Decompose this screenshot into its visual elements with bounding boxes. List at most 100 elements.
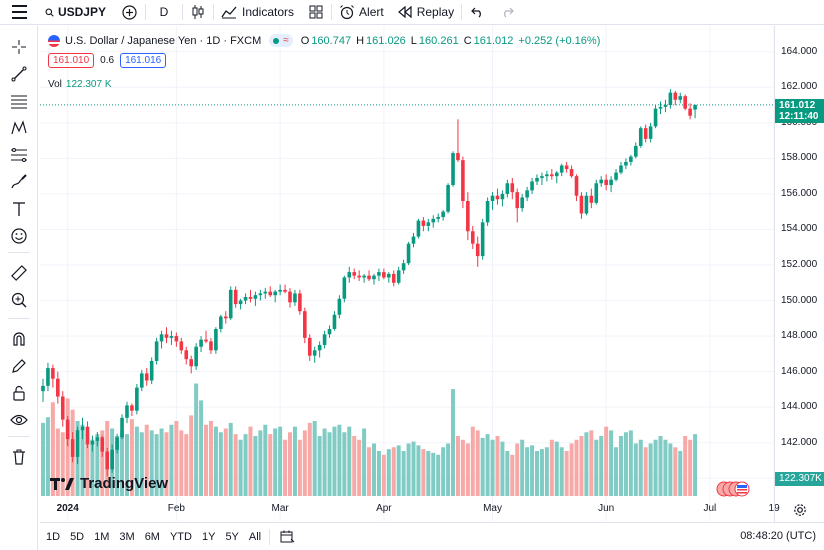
tradingview-logo-icon	[50, 477, 74, 490]
range-button-all[interactable]: All	[248, 530, 262, 543]
pattern-tool[interactable]	[8, 117, 30, 139]
candle	[223, 311, 228, 324]
volume-bar	[633, 443, 638, 496]
candlestick-chart[interactable]	[40, 26, 774, 521]
date-range-button[interactable]	[276, 530, 299, 544]
candle	[219, 314, 223, 333]
menu-button[interactable]	[0, 0, 38, 25]
volume-bar	[539, 449, 544, 496]
range-button-6m[interactable]: 6M	[144, 530, 160, 543]
candle	[327, 325, 332, 338]
volume-bar	[510, 454, 515, 496]
candle	[545, 170, 549, 182]
volume-bar	[569, 443, 574, 496]
trend-line-tool[interactable]	[8, 63, 30, 85]
events-flags-icon[interactable]	[716, 481, 750, 497]
volume-key: Vol	[48, 79, 62, 90]
candle	[357, 270, 361, 281]
candle	[312, 346, 317, 363]
range-button-5d[interactable]: 5D	[70, 530, 85, 543]
volume-legend: Vol 122.307 K	[48, 79, 112, 90]
candle	[233, 286, 238, 308]
symbol-search-button[interactable]: USDJPY	[38, 0, 113, 25]
crosshair-tool[interactable]	[8, 36, 30, 58]
replay-label: Replay	[416, 5, 455, 19]
high-key: H	[356, 34, 365, 47]
compare-button[interactable]	[113, 0, 145, 25]
toolbar-divider	[461, 4, 463, 20]
indicators-button[interactable]: Indicators	[214, 0, 301, 25]
chart-pane[interactable]	[40, 26, 774, 521]
ruler-tool[interactable]	[8, 262, 30, 284]
volume-bar	[609, 430, 614, 496]
volume-bar	[223, 428, 228, 496]
visibility-tool[interactable]	[8, 409, 30, 431]
plus-circle-icon	[121, 4, 137, 20]
alert-button[interactable]: Alert	[332, 0, 391, 25]
settings-corner[interactable]	[774, 498, 824, 522]
toolbar-divider	[331, 4, 333, 20]
volume-bar	[530, 445, 535, 496]
range-button-5y[interactable]: 5Y	[225, 530, 239, 543]
horizontal-lines-tool[interactable]	[8, 90, 30, 112]
emoji-tool[interactable]	[8, 225, 30, 247]
lock-tool[interactable]	[8, 382, 30, 404]
range-button-1d[interactable]: 1D	[46, 530, 61, 543]
draw-mode-tool[interactable]	[8, 355, 30, 377]
brush-tool[interactable]	[8, 171, 30, 193]
range-button-3m[interactable]: 3M	[119, 530, 135, 543]
candle	[426, 218, 431, 232]
volume-bar	[658, 436, 663, 496]
volume-bar	[312, 421, 317, 496]
buy-button[interactable]: 161.016	[120, 53, 167, 68]
open-value: 160.747	[311, 34, 352, 47]
candle	[273, 289, 277, 303]
range-button-1y[interactable]: 1Y	[201, 530, 216, 543]
time-tick-label: May	[483, 503, 502, 514]
close-key: C	[463, 34, 472, 47]
trade-buttons: 161.010 0.6 161.016	[48, 53, 167, 68]
fib-tool[interactable]	[8, 144, 30, 166]
interval-button[interactable]: D	[146, 0, 182, 25]
text-tool[interactable]	[8, 198, 30, 220]
candle	[189, 355, 193, 374]
volume-bar	[441, 447, 446, 496]
candle	[584, 192, 589, 216]
candle	[648, 122, 653, 143]
volume-bar	[253, 436, 258, 496]
candle	[579, 192, 584, 219]
zoom-tool[interactable]	[8, 289, 30, 311]
market-status-pill[interactable]: ≈	[269, 34, 293, 47]
undo-button[interactable]	[462, 0, 492, 25]
sell-button[interactable]: 161.010	[48, 53, 95, 68]
candle	[90, 435, 95, 452]
candle	[401, 259, 406, 274]
volume-bar	[367, 447, 372, 496]
interval-label: D	[159, 5, 169, 19]
time-axis[interactable]: 2024 Feb Mar Apr May Jun Jul 19	[40, 498, 780, 522]
price-axis[interactable]: 164.000162.000160.000158.000156.000154.0…	[774, 26, 824, 521]
lock-open-icon	[13, 385, 25, 401]
range-button-ytd[interactable]: YTD	[169, 530, 192, 543]
chart-type-button[interactable]	[183, 0, 213, 25]
volume-bar	[465, 443, 470, 496]
volume-bar	[579, 436, 584, 496]
candle	[317, 341, 322, 358]
last-price-value: 161.012	[779, 99, 816, 111]
volume-bar	[248, 426, 253, 496]
alert-label: Alert	[359, 5, 384, 19]
utc-clock[interactable]: 08:48:20 (UTC)	[740, 530, 816, 542]
remove-drawings-tool[interactable]	[8, 446, 30, 468]
candle	[678, 92, 683, 104]
volume-bar	[648, 443, 653, 496]
candle	[619, 161, 623, 175]
volume-bar	[604, 426, 609, 496]
templates-button[interactable]	[301, 0, 331, 25]
range-button-1m[interactable]: 1M	[94, 530, 110, 543]
candle	[377, 268, 381, 281]
redo-button[interactable]	[492, 0, 522, 25]
replay-button[interactable]: Replay	[391, 0, 461, 25]
magnet-tool[interactable]	[8, 328, 30, 350]
candle	[436, 213, 440, 223]
volume-bar	[431, 452, 436, 496]
